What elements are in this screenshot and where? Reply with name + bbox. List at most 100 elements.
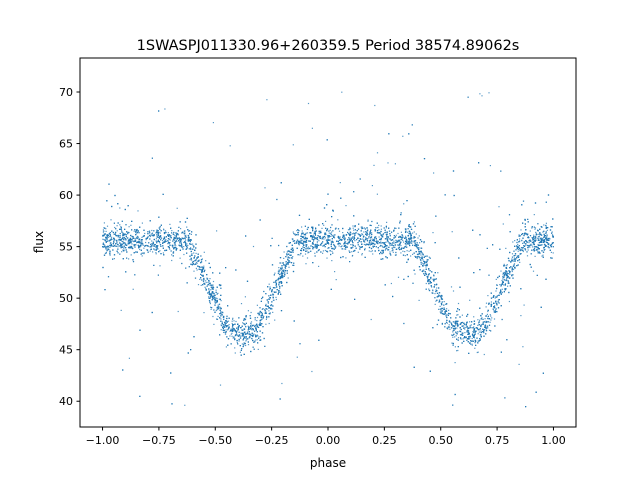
data-point — [137, 241, 139, 243]
data-point — [425, 266, 427, 268]
data-point — [428, 281, 430, 283]
data-point — [469, 321, 471, 323]
data-point — [307, 102, 310, 105]
data-point — [473, 330, 475, 332]
data-point — [537, 250, 539, 252]
data-point — [436, 287, 438, 289]
data-point — [477, 324, 479, 326]
data-point — [162, 252, 164, 254]
data-point — [207, 284, 209, 286]
data-point — [122, 236, 124, 238]
data-point — [141, 222, 143, 224]
data-point — [457, 349, 459, 352]
data-point — [488, 324, 491, 326]
data-point — [242, 322, 244, 324]
data-point — [121, 243, 123, 245]
data-point — [349, 228, 352, 230]
data-point — [533, 237, 535, 240]
data-point — [423, 242, 425, 244]
data-point — [407, 231, 409, 233]
data-point — [483, 353, 485, 356]
data-point — [373, 164, 375, 166]
data-point — [485, 302, 488, 304]
data-point — [311, 370, 313, 373]
data-point — [482, 328, 484, 330]
data-point — [107, 247, 109, 249]
data-point — [153, 234, 155, 236]
data-point — [526, 255, 529, 257]
data-point — [450, 322, 452, 324]
data-point — [389, 244, 391, 247]
data-point — [154, 249, 156, 251]
data-point — [128, 357, 130, 359]
data-point — [113, 233, 115, 235]
data-point — [183, 233, 185, 235]
data-point — [168, 238, 170, 240]
data-point — [346, 242, 348, 245]
data-point — [272, 311, 274, 313]
data-point — [507, 273, 510, 275]
data-point — [489, 314, 491, 316]
data-point — [121, 240, 123, 242]
data-point — [396, 241, 398, 243]
data-point — [480, 330, 482, 332]
data-point — [268, 322, 270, 325]
data-point — [127, 241, 129, 243]
data-point — [188, 235, 190, 237]
data-point — [538, 233, 540, 235]
data-point — [187, 240, 189, 242]
data-point — [105, 230, 107, 232]
data-point — [537, 233, 539, 236]
data-point — [322, 236, 324, 238]
data-point — [500, 285, 502, 287]
data-point — [264, 308, 266, 311]
data-point — [466, 326, 468, 328]
data-point — [489, 321, 491, 323]
data-point — [455, 335, 457, 337]
data-point — [102, 242, 104, 244]
data-point — [413, 241, 415, 243]
data-point — [268, 310, 270, 312]
data-point — [422, 265, 424, 267]
data-point — [186, 248, 188, 250]
data-point — [489, 165, 491, 167]
data-point — [120, 246, 122, 248]
data-point — [402, 239, 404, 242]
data-point — [491, 317, 493, 319]
data-point — [130, 224, 132, 226]
data-point — [351, 237, 353, 239]
data-point — [278, 273, 281, 276]
data-point — [507, 285, 509, 287]
data-point — [432, 290, 434, 292]
data-point — [446, 322, 448, 324]
data-point — [347, 242, 349, 244]
data-point — [314, 247, 316, 249]
data-point — [235, 331, 237, 334]
data-point — [461, 314, 463, 316]
data-point — [327, 228, 329, 230]
data-point — [362, 238, 364, 240]
data-point — [123, 246, 125, 248]
data-point — [145, 244, 147, 246]
data-point — [275, 285, 277, 287]
data-point — [279, 273, 281, 275]
data-point — [220, 318, 222, 320]
data-point — [511, 270, 513, 273]
data-point — [478, 331, 480, 333]
data-point — [374, 236, 376, 238]
data-point — [214, 301, 216, 303]
data-point — [503, 284, 505, 286]
data-point — [175, 234, 178, 236]
data-point — [113, 238, 115, 240]
data-point — [104, 252, 106, 255]
data-point — [191, 253, 193, 255]
data-point — [232, 337, 234, 339]
data-point — [338, 245, 340, 247]
data-point — [125, 238, 127, 240]
data-point — [451, 334, 453, 336]
data-point — [186, 226, 188, 228]
data-point — [425, 282, 427, 285]
data-point — [418, 235, 420, 237]
data-point — [188, 248, 190, 250]
data-point — [517, 243, 519, 246]
